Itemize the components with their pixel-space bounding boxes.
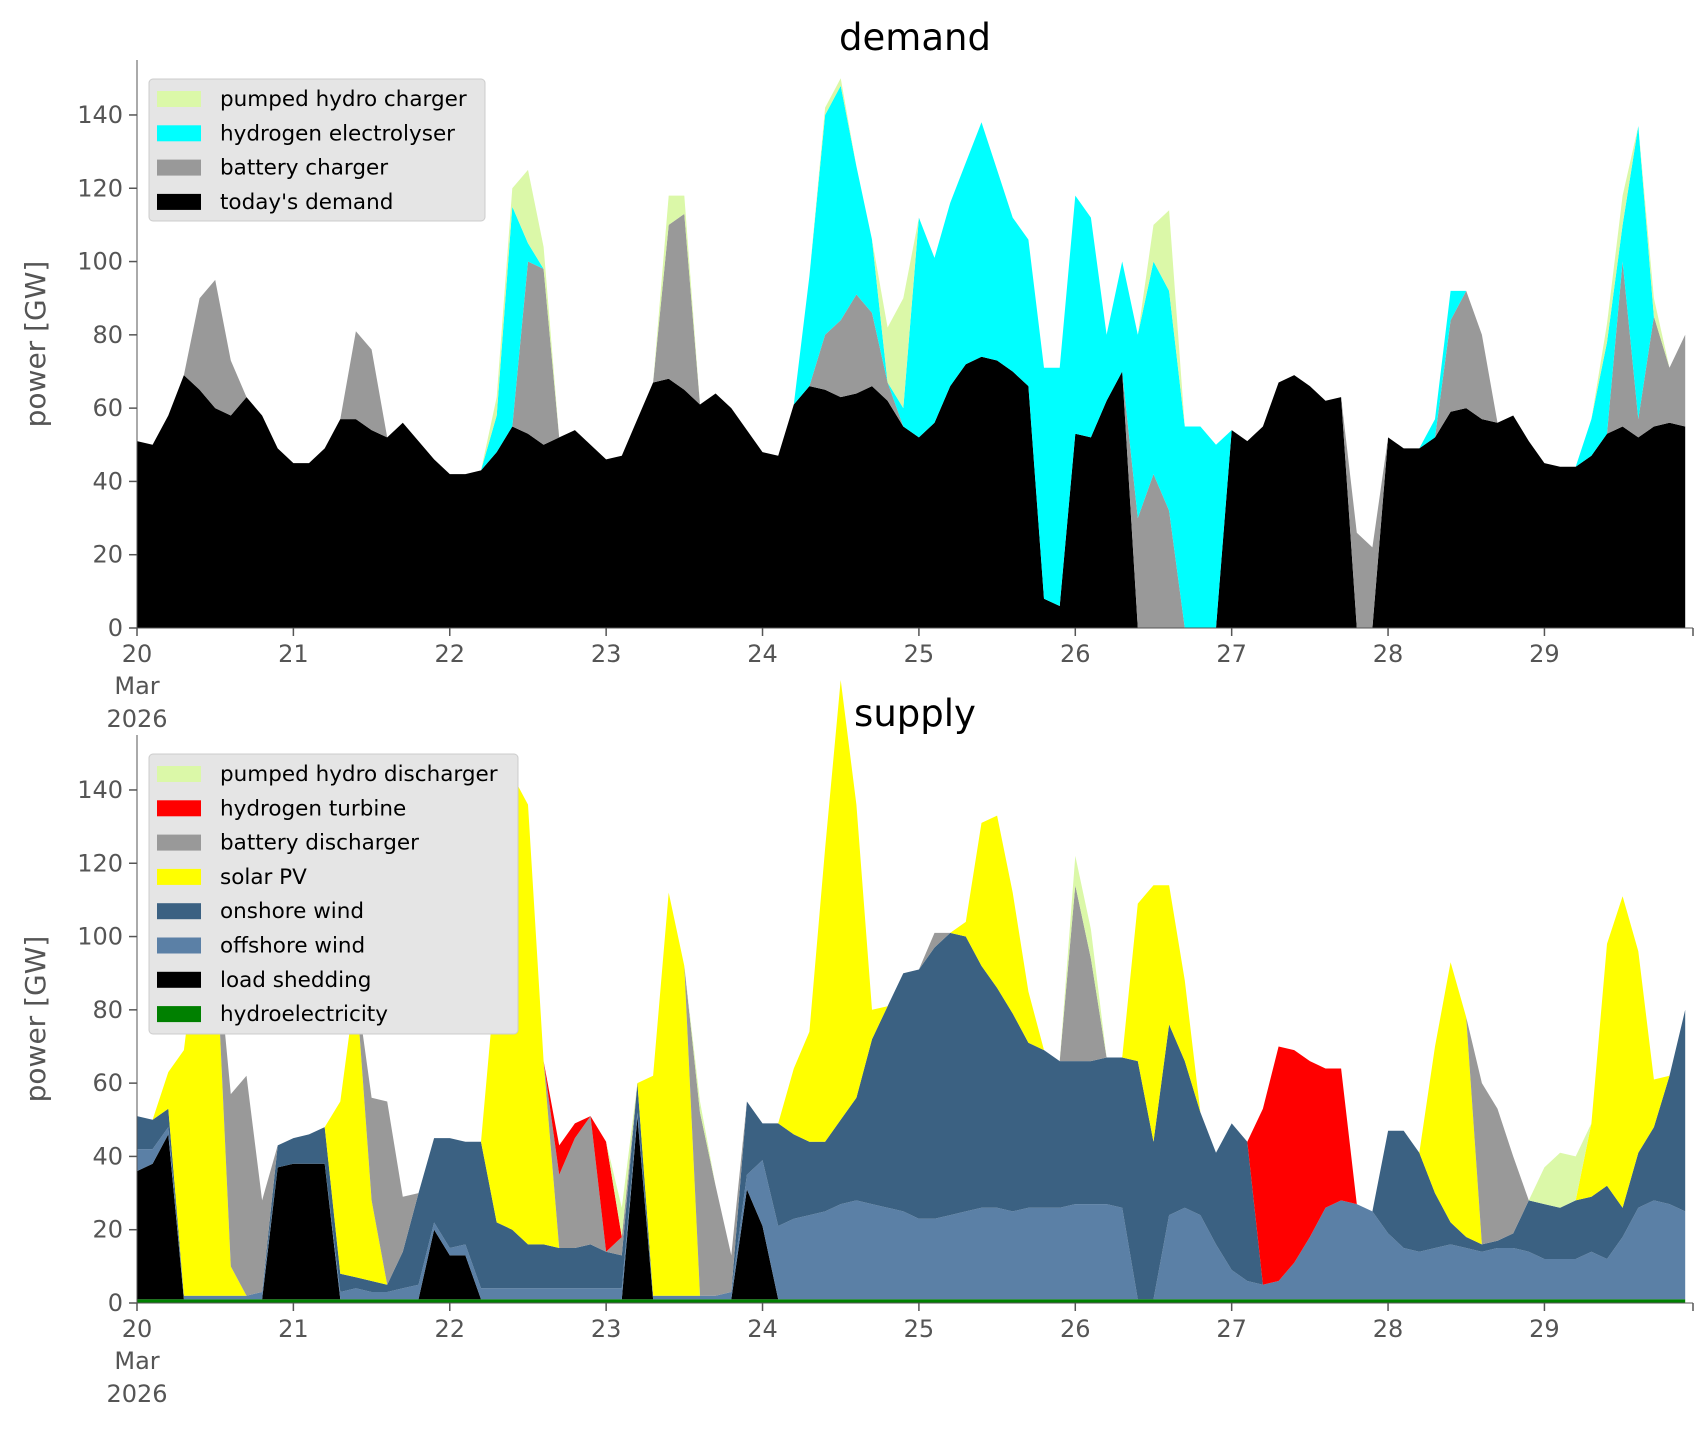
legend-entry: solar PV: [220, 865, 307, 890]
y-tick-label: 20: [92, 541, 123, 569]
legend-entry: pumped hydro discharger: [220, 762, 498, 787]
legend-swatch: [157, 125, 201, 142]
area-series-hydrogen-turbine: [137, 680, 1686, 1285]
area-series-offshore-wind: [137, 1112, 1686, 1300]
x-tick-label: 28: [1373, 640, 1404, 668]
y-tick-label: 100: [77, 923, 123, 951]
legend-swatch: [157, 766, 201, 782]
legend-swatch: [157, 834, 201, 851]
legend-entry: battery charger: [220, 156, 388, 181]
legend-entry: today's demand: [220, 190, 393, 215]
x-tick-label: 20: [122, 1315, 153, 1343]
legend: pumped hydro discharger hydrogen turbine b…: [148, 753, 519, 1035]
legend-swatch: [157, 971, 201, 988]
legend-entry: battery discharger: [220, 831, 419, 856]
legend-entry: onshore wind: [220, 899, 364, 924]
x-tick-sublabel: Mar: [114, 672, 159, 700]
area-series-battery-charger: [137, 213, 1686, 628]
y-tick-label: 80: [92, 996, 123, 1024]
area-layers: [137, 78, 1686, 628]
y-tick-label: 40: [92, 467, 123, 495]
y-tick-label: 0: [108, 1289, 123, 1317]
y-axis-label: power [GW]: [19, 936, 52, 1103]
legend-swatch: [157, 91, 201, 107]
legend-swatch: [157, 937, 201, 954]
legend-swatch: [157, 159, 201, 176]
legend-swatch: [157, 903, 201, 920]
y-tick-label: 120: [77, 174, 123, 202]
legend-entry: hydrogen electrolyser: [220, 121, 455, 146]
x-tick-label: 22: [434, 1315, 465, 1343]
y-tick-label: 120: [77, 849, 123, 877]
chart-title: supply: [854, 692, 976, 735]
y-tick-label: 140: [77, 101, 123, 129]
area-series-load-shedding: [137, 1116, 1686, 1300]
x-tick-label: 20: [122, 640, 153, 668]
x-tick-label: 28: [1373, 1315, 1404, 1343]
legend-swatch: [157, 193, 201, 210]
x-tick-label: 22: [434, 640, 465, 668]
x-tick-sublabel: Mar: [114, 1347, 159, 1375]
x-tick-label: 23: [591, 1315, 622, 1343]
legend: pumped hydro charger hydrogen electrolyse…: [148, 78, 486, 222]
legend-entry: offshore wind: [220, 934, 365, 959]
area-series-hydroelectricity: [137, 1299, 1686, 1303]
area-series-hydrogen-electrolyser: [137, 85, 1686, 628]
y-tick-label: 100: [77, 248, 123, 276]
x-tick-label: 23: [591, 640, 622, 668]
y-tick-label: 80: [92, 321, 123, 349]
legend-entry: load shedding: [220, 968, 371, 993]
x-tick-sublabel: 2026: [106, 705, 167, 733]
y-tick-label: 60: [92, 1069, 123, 1097]
area-series-pumped-hydro-discharger: [137, 680, 1686, 1256]
legend-swatch: [157, 868, 201, 885]
x-tick-label: 25: [904, 640, 935, 668]
x-tick-label: 29: [1529, 1315, 1560, 1343]
y-tick-label: 140: [77, 776, 123, 804]
y-tick-label: 40: [92, 1142, 123, 1170]
x-tick-label: 27: [1216, 1315, 1247, 1343]
x-tick-label: 24: [747, 1315, 778, 1343]
legend-swatch: [157, 800, 201, 817]
legend-swatch: [157, 1006, 201, 1023]
x-tick-sublabel: 2026: [106, 1380, 167, 1408]
legend-entry: hydroelectricity: [220, 1002, 388, 1027]
area-series-onshore-wind: [137, 932, 1686, 1300]
y-tick-label: 60: [92, 394, 123, 422]
x-tick-label: 25: [904, 1315, 935, 1343]
chart-title: demand: [839, 16, 991, 59]
legend-entry: pumped hydro charger: [220, 87, 467, 112]
area-series-solar-pv: [137, 680, 1686, 1296]
y-tick-label: 20: [92, 1216, 123, 1244]
x-tick-label: 26: [1060, 1315, 1091, 1343]
legend-entry: hydrogen turbine: [220, 796, 406, 821]
x-tick-label: 21: [278, 640, 309, 668]
legend-box: [148, 753, 519, 1035]
area-layers: [137, 680, 1686, 1303]
x-tick-label: 27: [1216, 640, 1247, 668]
x-tick-label: 29: [1529, 640, 1560, 668]
y-tick-label: 0: [108, 614, 123, 642]
x-tick-label: 24: [747, 640, 778, 668]
x-tick-label: 26: [1060, 640, 1091, 668]
area-series-pumped-hydro-charger: [137, 78, 1686, 548]
legend-box: [148, 78, 486, 222]
y-axis-label: power [GW]: [19, 261, 52, 428]
x-tick-label: 21: [278, 1315, 309, 1343]
area-series-today-s-demand: [137, 356, 1686, 628]
